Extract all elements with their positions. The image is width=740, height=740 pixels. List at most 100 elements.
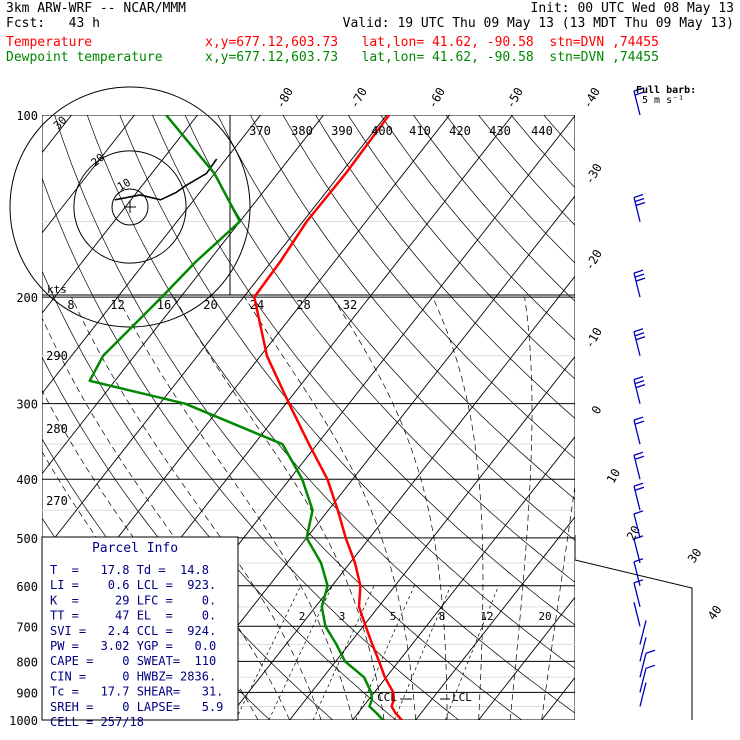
isotherm-label: -10	[582, 325, 605, 351]
hodograph-ring	[111, 188, 149, 226]
mixing-ratio-line	[235, 585, 302, 720]
wind-barb	[639, 637, 647, 662]
pressure-label: 700	[16, 620, 38, 634]
moist-adiabat	[117, 296, 353, 720]
mixing-ratio-line	[445, 585, 499, 720]
pressure-label: 500	[16, 532, 38, 546]
dry-adiabat	[54, 115, 523, 720]
wind-barb-flag	[634, 91, 645, 96]
dry-adiabat	[282, 115, 575, 460]
pressure-label: 900	[16, 686, 38, 700]
mixing-ratio-label: 8	[439, 610, 446, 623]
parcel-row: SVI = 2.4 CCL = 924.	[50, 624, 216, 638]
isotherm	[352, 436, 575, 720]
temperature-trace	[253, 115, 403, 720]
isotherm-label: 30	[685, 546, 705, 566]
hodograph-ring	[73, 150, 187, 264]
wind-barb	[633, 482, 645, 511]
isotherm-label: -50	[503, 85, 526, 111]
wind-barb-flag	[633, 535, 644, 540]
dry-adiabat	[184, 115, 575, 583]
mixing-ratio-label: 2	[299, 610, 306, 623]
theta-label: 270	[46, 494, 68, 508]
wind-barb-shaft	[633, 582, 641, 607]
dry-adiabat	[445, 115, 575, 264]
valid-time: Valid: 19 UTC Thu 09 May 13 (13 MDT Thu …	[342, 16, 734, 31]
pressure-label: 200	[16, 291, 38, 305]
hodograph-ring	[9, 86, 251, 328]
wind-barb-shaft	[639, 620, 647, 645]
moist-adiabat	[541, 483, 575, 720]
theta-label: 410	[409, 124, 431, 138]
theta-label: 440	[531, 124, 553, 138]
dry-adiabat	[119, 115, 575, 670]
wind-barb	[633, 451, 645, 480]
hodograph-speed-tick: 16	[157, 298, 171, 312]
mixing-ratio-line	[268, 585, 333, 720]
wind-barb	[633, 579, 644, 607]
isotherm	[42, 115, 135, 234]
isotherm-label: -40	[580, 85, 603, 111]
wind-barb-flag	[645, 664, 656, 669]
wind-barb-flag	[635, 277, 646, 282]
barb-legend-value: 5 m s⁻¹	[642, 95, 684, 106]
wind-barb-flag	[645, 649, 656, 654]
wind-barb-flag	[633, 376, 644, 381]
init-time: Init: 00 UTC Wed 08 May 13	[530, 1, 735, 16]
wind-barb	[633, 193, 646, 222]
barb-legend-title: Full barb:	[636, 85, 696, 96]
wind-barb-flag	[633, 510, 644, 515]
hodograph-ring-label: 30	[51, 114, 70, 133]
parcel-panel-bg	[41, 536, 239, 721]
moist-adiabat	[509, 297, 533, 720]
parcel-row: CIN = 0 HWBZ= 2836.	[50, 669, 216, 683]
dry-adiabat	[42, 176, 460, 720]
isotherm-label: -60	[425, 85, 448, 111]
isotherm-label: 20	[624, 523, 643, 543]
pressure-label: 400	[16, 473, 38, 487]
parcel-info-panel: Parcel Info T = 17.8 Td = 14.8LI = 0.6 LC…	[41, 536, 239, 729]
dewpoint-label: Dewpoint temperature	[6, 50, 163, 65]
parcel-row: CELL = 257/18	[50, 715, 144, 729]
pressure-label: 300	[16, 398, 38, 412]
hodograph-speed-tick: 12	[110, 298, 124, 312]
parcel-title: Parcel Info	[92, 541, 178, 556]
moist-adiabat	[42, 316, 290, 720]
mixing-ratio-label: 20	[538, 610, 551, 623]
moist-adiabat	[332, 296, 448, 720]
theta-label: 280	[46, 422, 68, 436]
hodograph-speed-tick: 32	[343, 298, 357, 312]
temperature-location: x,y=677.12,603.73 lat,lon= 41.62, -90.58…	[205, 35, 659, 50]
wind-barb-flag	[633, 269, 644, 274]
isotherm-label: 10	[604, 466, 623, 486]
dewpoint-trace	[88, 115, 384, 720]
wind-barb-flag	[634, 197, 645, 203]
isotherm	[0, 115, 9, 720]
moist-adiabat	[244, 296, 416, 720]
theta-label: 390	[331, 124, 353, 138]
isotherm-label: -70	[347, 85, 370, 111]
hodograph-speed-tick: 28	[296, 298, 310, 312]
wind-barb-shaft	[633, 602, 641, 627]
theta-label: 420	[449, 124, 471, 138]
wind-panel-frame	[574, 535, 693, 720]
wind-barb-flag	[633, 558, 644, 563]
pressure-label: 600	[16, 580, 38, 594]
wind-profile	[574, 87, 693, 720]
isotherm-label: -30	[582, 161, 605, 187]
dry-adiabat	[347, 115, 575, 380]
wind-barb-shaft	[639, 653, 647, 678]
wind-barb-flag	[633, 87, 644, 92]
theta-label: 430	[489, 124, 511, 138]
wind-barb-flag	[633, 193, 644, 199]
model-title: 3km ARW-WRF -- NCAR/MMM	[6, 1, 187, 16]
wind-barb	[633, 558, 644, 586]
wind-barb-flag	[633, 416, 644, 421]
wind-barb-flag	[635, 201, 646, 207]
isotherm	[605, 115, 740, 720]
temperature-label: Temperature	[6, 35, 93, 50]
parcel-row: LI = 0.6 LCL = 923.	[50, 578, 216, 592]
isotherm	[226, 275, 575, 720]
wind-barb	[639, 664, 656, 693]
